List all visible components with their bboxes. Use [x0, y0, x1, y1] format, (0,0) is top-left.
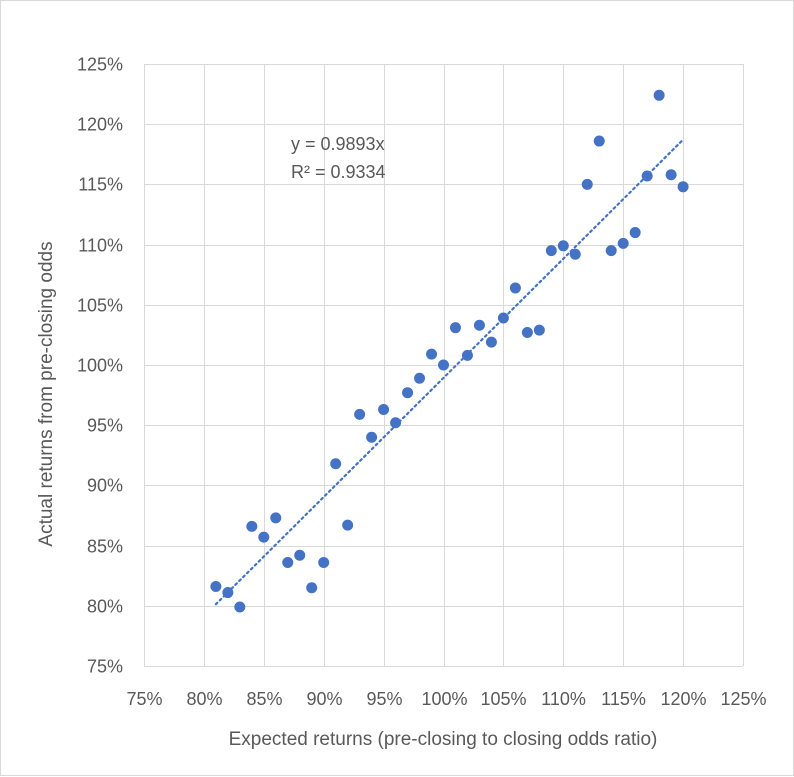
data-point: [282, 556, 294, 568]
y-tick-label: 110%: [78, 236, 123, 256]
data-point: [210, 581, 222, 593]
data-point: [677, 181, 689, 193]
data-point: [234, 601, 246, 613]
y-tick-labels: 75% 80% 85% 90% 95% 100% 105% 110% 115% 120% 125%: [77, 55, 123, 677]
x-tick-labels: 75% 80% 85% 90% 95% 100% 105% 110% 115% 120% 125%: [126, 689, 766, 709]
y-tick-label: 105%: [77, 296, 123, 316]
data-point: [246, 520, 258, 532]
x-tick-label: 85%: [246, 689, 282, 709]
x-tick-label: 115%: [601, 689, 646, 709]
r-squared-label: R² = 0.9334: [291, 162, 386, 182]
data-point: [473, 319, 485, 331]
data-points: [210, 89, 689, 613]
data-point: [354, 408, 366, 420]
data-point: [366, 431, 378, 443]
y-tick-label: 115%: [78, 175, 123, 195]
data-point: [342, 519, 354, 531]
data-point: [485, 336, 497, 348]
y-tick-label: 125%: [77, 55, 123, 75]
x-tick-label: 120%: [660, 689, 706, 709]
data-point: [497, 312, 509, 324]
x-tick-label: 105%: [480, 689, 526, 709]
x-tick-label: 95%: [366, 689, 402, 709]
trendline-group: [214, 138, 685, 606]
data-point: [318, 556, 330, 568]
y-tick-label: 90%: [87, 476, 123, 496]
data-point: [258, 531, 270, 543]
trendline-equation: y = 0.9893x: [291, 134, 385, 154]
data-point: [306, 582, 318, 594]
data-point: [402, 387, 414, 399]
data-point: [461, 349, 473, 361]
y-axis-title: Actual returns from pre-closing odds: [36, 241, 57, 546]
data-point: [593, 135, 605, 147]
data-point: [653, 89, 665, 101]
data-point: [378, 404, 390, 416]
data-point: [222, 587, 234, 599]
data-point: [390, 417, 402, 429]
x-tick-label: 75%: [126, 689, 162, 709]
data-point: [545, 245, 557, 257]
data-point: [330, 458, 342, 470]
y-tick-label: 75%: [87, 657, 123, 677]
data-point: [294, 549, 306, 561]
data-point: [605, 245, 617, 257]
data-point: [641, 170, 653, 182]
x-tick-label: 110%: [541, 689, 586, 709]
data-point: [581, 178, 593, 190]
data-point: [270, 512, 282, 524]
data-point: [629, 227, 641, 239]
trendline: [214, 138, 685, 606]
data-point: [509, 282, 521, 294]
data-point: [521, 326, 533, 338]
x-tick-label: 90%: [306, 689, 342, 709]
gridlines: [144, 64, 744, 667]
x-tick-label: 100%: [421, 689, 467, 709]
x-tick-label: 125%: [720, 689, 766, 709]
data-point: [426, 348, 438, 360]
data-point: [569, 248, 581, 260]
x-axis-title: Expected returns (pre-closing to closing…: [229, 729, 658, 750]
data-point: [557, 240, 569, 252]
data-point: [617, 237, 629, 249]
data-point: [414, 372, 426, 384]
y-tick-label: 85%: [87, 537, 123, 557]
data-point: [665, 169, 677, 181]
y-tick-label: 95%: [87, 416, 123, 436]
data-point: [449, 322, 461, 334]
x-tick-label: 80%: [186, 689, 222, 709]
y-tick-label: 100%: [77, 356, 123, 376]
y-tick-label: 120%: [77, 115, 123, 135]
y-tick-label: 80%: [87, 597, 123, 617]
data-point: [438, 359, 449, 371]
data-point: [533, 324, 545, 336]
